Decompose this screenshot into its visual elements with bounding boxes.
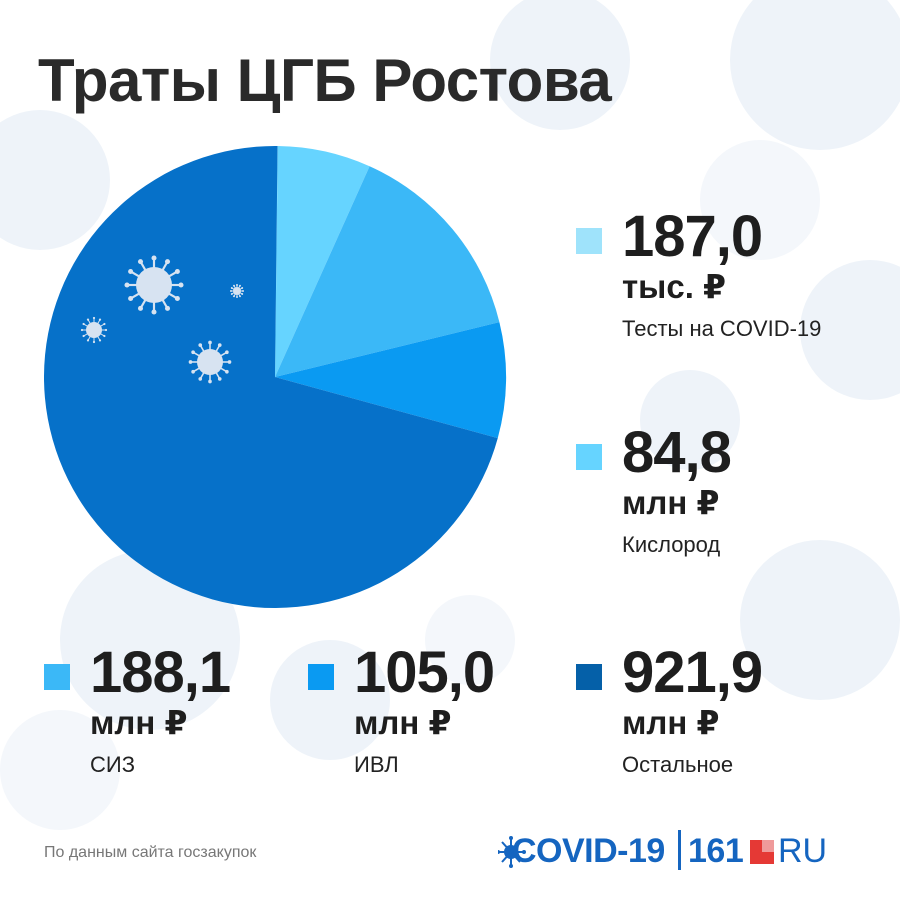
logo-number-text: 161 xyxy=(688,832,744,870)
virus-icon-medium xyxy=(188,340,232,384)
legend-swatch-siz xyxy=(44,664,70,690)
legend-label-siz: СИЗ xyxy=(90,752,135,777)
pie-slice-siz xyxy=(275,166,500,377)
legend-unit-siz: млн ₽ xyxy=(90,704,188,741)
legend-swatch-oxygen xyxy=(576,444,602,470)
legend-value-ivl: 105,0 xyxy=(354,640,495,705)
legend-unit-ivl: млн ₽ xyxy=(354,704,452,741)
legend-item-other: 921,9 млн ₽ Остальное xyxy=(576,636,876,786)
legend-label-ivl: ИВЛ xyxy=(354,752,399,777)
pie-slice-ivl xyxy=(275,322,506,439)
legend-unit-tests: тыс. ₽ xyxy=(622,268,726,305)
virus-icon-large xyxy=(124,255,184,315)
legend-value-other: 921,9 xyxy=(622,640,763,705)
legend-swatch-tests xyxy=(576,228,602,254)
pie-slice-other xyxy=(43,145,498,608)
legend-item-siz: 188,1 млн ₽ СИЗ xyxy=(44,636,294,786)
legend-label-oxygen: Кислород xyxy=(622,532,721,557)
logo-ru-text: RU xyxy=(778,832,828,870)
page-title: Траты ЦГБ Ростова xyxy=(38,47,612,114)
legend-swatch-ivl xyxy=(308,664,334,690)
legend-item-ivl: 105,0 млн ₽ ИВЛ xyxy=(308,636,558,786)
source-note: По данным сайта госзакупок xyxy=(44,844,257,861)
logo-separator xyxy=(678,830,681,870)
legend-value-siz: 188,1 xyxy=(90,640,231,705)
legend-unit-other: млн ₽ xyxy=(622,704,720,741)
legend-swatch-other xyxy=(576,664,602,690)
virus-icon-small xyxy=(80,316,108,344)
legend-item-tests: 187,0 тыс. ₽ Тесты на COVID-19 xyxy=(576,200,876,350)
legend-value-tests: 187,0 xyxy=(622,204,763,269)
legend-item-oxygen: 84,8 млн ₽ Кислород xyxy=(576,416,876,566)
legend-unit-oxygen: млн ₽ xyxy=(622,484,720,521)
red-square-icon xyxy=(750,840,774,864)
pie-slice-oxygen xyxy=(275,146,370,377)
covid-161-logo: COVID-19 161 RU xyxy=(498,826,868,876)
logo-covid-text: COVID-19 xyxy=(512,832,665,870)
legend-value-oxygen: 84,8 xyxy=(622,420,732,485)
legend-label-tests: Тесты на COVID-19 xyxy=(622,316,822,341)
virus-icon xyxy=(498,836,526,868)
virus-icon-tiny xyxy=(230,284,244,298)
legend-label-other: Остальное xyxy=(622,752,734,777)
